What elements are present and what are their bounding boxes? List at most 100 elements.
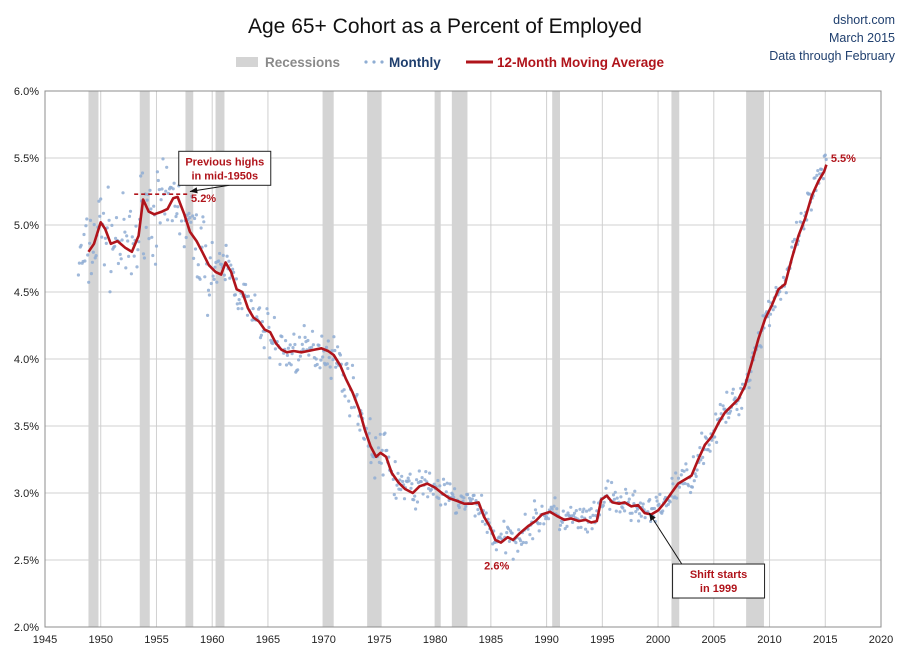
recession-band: [671, 91, 680, 627]
monthly-point: [358, 428, 362, 432]
monthly-point: [565, 524, 569, 529]
monthly-point: [641, 502, 645, 506]
monthly-point: [818, 172, 822, 176]
monthly-point: [506, 527, 511, 531]
monthly-point: [457, 505, 461, 510]
monthly-point: [730, 391, 735, 395]
monthly-point: [109, 270, 113, 274]
monthly-point: [212, 277, 216, 281]
monthly-point: [192, 256, 196, 260]
monthly-point: [222, 273, 226, 277]
monthly-point: [215, 280, 219, 284]
monthly-point: [691, 455, 696, 459]
monthly-point: [700, 431, 704, 435]
recession-band: [451, 91, 468, 627]
monthly-point: [466, 493, 470, 497]
monthly-point: [319, 358, 323, 362]
monthly-point: [443, 502, 447, 506]
monthly-point: [550, 507, 554, 511]
monthly-point: [229, 263, 233, 267]
monthly-point: [196, 263, 200, 267]
monthly-point: [768, 312, 773, 316]
monthly-point: [244, 282, 248, 287]
monthly-point: [771, 308, 775, 312]
monthly-point: [690, 485, 695, 489]
monthly-point: [258, 306, 262, 310]
monthly-point: [116, 261, 120, 266]
monthly-point: [779, 297, 783, 301]
monthly-point: [698, 446, 702, 450]
monthly-point: [262, 346, 266, 350]
monthly-point: [191, 214, 195, 218]
monthly-point: [514, 541, 518, 545]
monthly-point: [438, 484, 442, 488]
monthly-point: [409, 486, 413, 490]
monthly-point: [121, 191, 125, 195]
monthly-point: [211, 274, 215, 278]
monthly-point: [540, 504, 544, 508]
monthly-point: [524, 541, 528, 545]
monthly-point: [231, 267, 235, 271]
monthly-point: [106, 185, 110, 189]
monthly-point: [621, 506, 625, 510]
monthly-point: [368, 417, 372, 421]
monthly-point: [94, 254, 98, 258]
monthly-point: [483, 522, 487, 526]
monthly-point: [228, 276, 232, 280]
monthly-point: [415, 500, 420, 504]
monthly-point: [347, 399, 351, 403]
monthly-point: [184, 235, 188, 240]
monthly-point: [137, 240, 141, 244]
monthly-point: [338, 353, 342, 357]
monthly-point: [253, 293, 257, 297]
monthly-point: [240, 307, 244, 311]
monthly-point: [300, 342, 304, 346]
monthly-point: [102, 263, 106, 267]
monthly-point: [633, 489, 637, 493]
monthly-point: [325, 362, 329, 366]
monthly-point: [224, 243, 228, 247]
monthly-point: [728, 409, 733, 413]
monthly-point: [563, 527, 567, 531]
monthly-point: [661, 509, 665, 513]
y-tick-label: 6.0%: [14, 86, 39, 98]
monthly-point: [670, 476, 674, 480]
monthly-point: [306, 338, 310, 343]
monthly-point: [677, 485, 682, 489]
monthly-point: [273, 347, 277, 351]
monthly-point: [89, 272, 93, 276]
monthly-point: [564, 513, 568, 517]
monthly-point: [310, 345, 314, 349]
monthly-point: [259, 333, 263, 337]
monthly-point: [624, 491, 629, 495]
monthly-point: [136, 248, 140, 252]
monthly-point: [480, 493, 484, 497]
monthly-point: [499, 532, 503, 536]
monthly-point: [260, 320, 264, 324]
recession-band: [367, 91, 382, 627]
monthly-point: [209, 281, 213, 286]
x-tick-label: 1950: [88, 634, 112, 646]
monthly-point: [379, 461, 383, 465]
monthly-point: [269, 338, 273, 342]
monthly-point: [467, 496, 472, 500]
recession-band: [88, 91, 99, 627]
monthly-point: [320, 334, 324, 338]
x-tick-label: 2000: [646, 634, 670, 646]
monthly-point: [533, 508, 538, 512]
monthly-point: [328, 365, 332, 369]
monthly-point: [149, 207, 153, 211]
monthly-point: [682, 469, 686, 473]
monthly-point: [159, 198, 163, 202]
legend-monthly-label: Monthly: [389, 55, 441, 70]
monthly-point: [172, 181, 176, 185]
monthly-point: [604, 486, 608, 490]
monthly-point: [494, 548, 498, 552]
monthly-point: [314, 357, 318, 361]
monthly-point: [108, 290, 112, 294]
y-tick-label: 4.5%: [14, 287, 39, 299]
monthly-point: [523, 512, 527, 516]
monthly-point: [685, 468, 689, 472]
monthly-point: [695, 468, 699, 472]
monthly-point: [531, 537, 535, 541]
